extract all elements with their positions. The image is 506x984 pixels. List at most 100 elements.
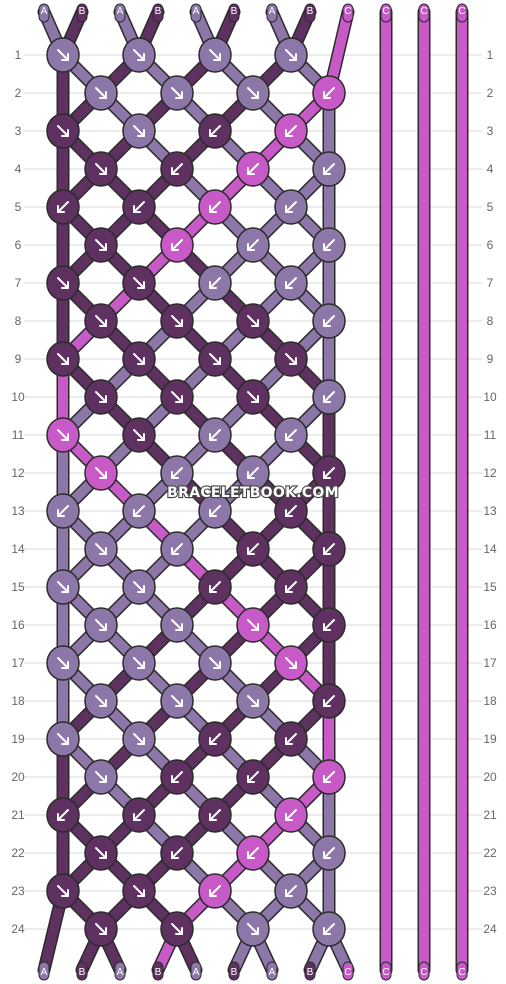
knot-r20-p2	[236, 759, 270, 795]
arrow-down-left-icon	[285, 277, 297, 289]
knot-r7-p1	[122, 265, 156, 301]
arrow-down-right-icon	[285, 353, 297, 365]
knot-r14-p2	[236, 531, 270, 567]
row-number-left: 8	[15, 314, 22, 328]
arrow-down-left-icon	[171, 771, 183, 783]
string-top-label: C	[420, 6, 427, 17]
arrow-down-right-icon	[133, 657, 145, 669]
knot-r13-p1	[122, 493, 156, 529]
arrow-down-left-icon	[171, 467, 183, 479]
arrow-down-right-icon	[171, 619, 183, 631]
row-number-right: 10	[483, 390, 497, 404]
row-number-right: 18	[483, 694, 497, 708]
knot-r1-p2	[198, 37, 232, 73]
arrow-down-right-icon	[57, 581, 69, 593]
knot-r12-p1	[160, 455, 194, 491]
arrow-down-left-icon	[209, 733, 221, 745]
arrow-down-left-icon	[323, 923, 335, 935]
string-top-0	[38, 3, 50, 23]
knot-r9-p2	[198, 341, 232, 377]
arrow-down-right-icon	[133, 581, 145, 593]
row-number-right: 20	[483, 770, 497, 784]
knot-r14-p1	[160, 531, 194, 567]
arrow-down-left-icon	[209, 505, 221, 517]
arrow-down-right-icon	[133, 353, 145, 365]
row-number-right: 17	[483, 656, 497, 670]
string-top-3	[152, 3, 164, 23]
knot-r13-p2	[198, 493, 232, 529]
knot-r7-p2	[198, 265, 232, 301]
row-number-left: 24	[11, 922, 25, 936]
string-bottom-6	[266, 961, 278, 981]
arrow-down-left-icon	[323, 391, 335, 403]
arrow-down-left-icon	[247, 467, 259, 479]
knot-r4-p1	[160, 151, 194, 187]
row-number-left: 23	[11, 884, 25, 898]
arrow-down-right-icon	[95, 163, 107, 175]
knot-r7-p0	[46, 265, 80, 301]
arrow-down-left-icon	[171, 163, 183, 175]
arrow-down-right-icon	[95, 391, 107, 403]
string-bottom-label: B	[155, 967, 162, 978]
arrow-down-left-icon	[323, 771, 335, 783]
knots	[46, 37, 346, 947]
knot-r23-p0	[46, 873, 80, 909]
arrow-down-right-icon	[95, 923, 107, 935]
arrow-down-right-icon	[133, 277, 145, 289]
knot-r12-p0	[84, 455, 118, 491]
arrow-down-right-icon	[57, 885, 69, 897]
arrow-down-left-icon	[133, 809, 145, 821]
arrow-down-left-icon	[323, 619, 335, 631]
knot-r6-p2	[236, 227, 270, 263]
arrow-down-right-icon	[57, 657, 69, 669]
arrow-down-left-icon	[323, 315, 335, 327]
knot-r21-p2	[198, 797, 232, 833]
string-top-label: B	[79, 6, 86, 17]
row-number-left: 19	[11, 732, 25, 746]
string-top-label: B	[231, 6, 238, 17]
knot-r5-p0	[46, 189, 80, 225]
string-bottom-label: B	[307, 967, 314, 978]
arrow-down-right-icon	[133, 733, 145, 745]
row-number-left: 2	[15, 86, 22, 100]
string-top-label: C	[458, 6, 465, 17]
string-top-4	[190, 3, 202, 23]
knot-r16-p3	[312, 607, 346, 643]
knot-r6-p3	[312, 227, 346, 263]
knot-r22-p0	[84, 835, 118, 871]
row-number-right: 2	[487, 86, 494, 100]
string-bottom-2	[114, 961, 126, 981]
row-number-left: 21	[11, 808, 25, 822]
arrow-down-left-icon	[285, 581, 297, 593]
string-bottom-label: A	[269, 967, 276, 978]
arrow-down-left-icon	[247, 847, 259, 859]
knot-r16-p0	[84, 607, 118, 643]
knot-r11-p2	[198, 417, 232, 453]
string-top-11	[456, 3, 468, 23]
arrow-down-left-icon	[323, 163, 335, 175]
arrow-down-left-icon	[247, 543, 259, 555]
arrow-down-left-icon	[247, 771, 259, 783]
knot-r22-p1	[160, 835, 194, 871]
knot-r2-p0	[84, 75, 118, 111]
row-number-left: 11	[12, 428, 25, 442]
arrow-down-right-icon	[133, 885, 145, 897]
arrow-down-right-icon	[95, 239, 107, 251]
arrow-down-right-icon	[171, 695, 183, 707]
knot-r8-p1	[160, 303, 194, 339]
row-number-right: 21	[483, 808, 497, 822]
knot-r4-p0	[84, 151, 118, 187]
arrow-down-left-icon	[285, 885, 297, 897]
row-number-right: 22	[483, 846, 497, 860]
row-number-right: 1	[487, 48, 494, 62]
knot-r10-p3	[312, 379, 346, 415]
row-number-right: 13	[483, 504, 497, 518]
knot-r3-p3	[274, 113, 308, 149]
string-bottom-11	[456, 961, 468, 981]
row-number-left: 15	[11, 580, 25, 594]
arrow-down-right-icon	[247, 391, 259, 403]
string-top-8	[342, 3, 354, 23]
knot-r22-p2	[236, 835, 270, 871]
arrow-down-right-icon	[247, 315, 259, 327]
string-bottom-label: C	[458, 967, 465, 978]
